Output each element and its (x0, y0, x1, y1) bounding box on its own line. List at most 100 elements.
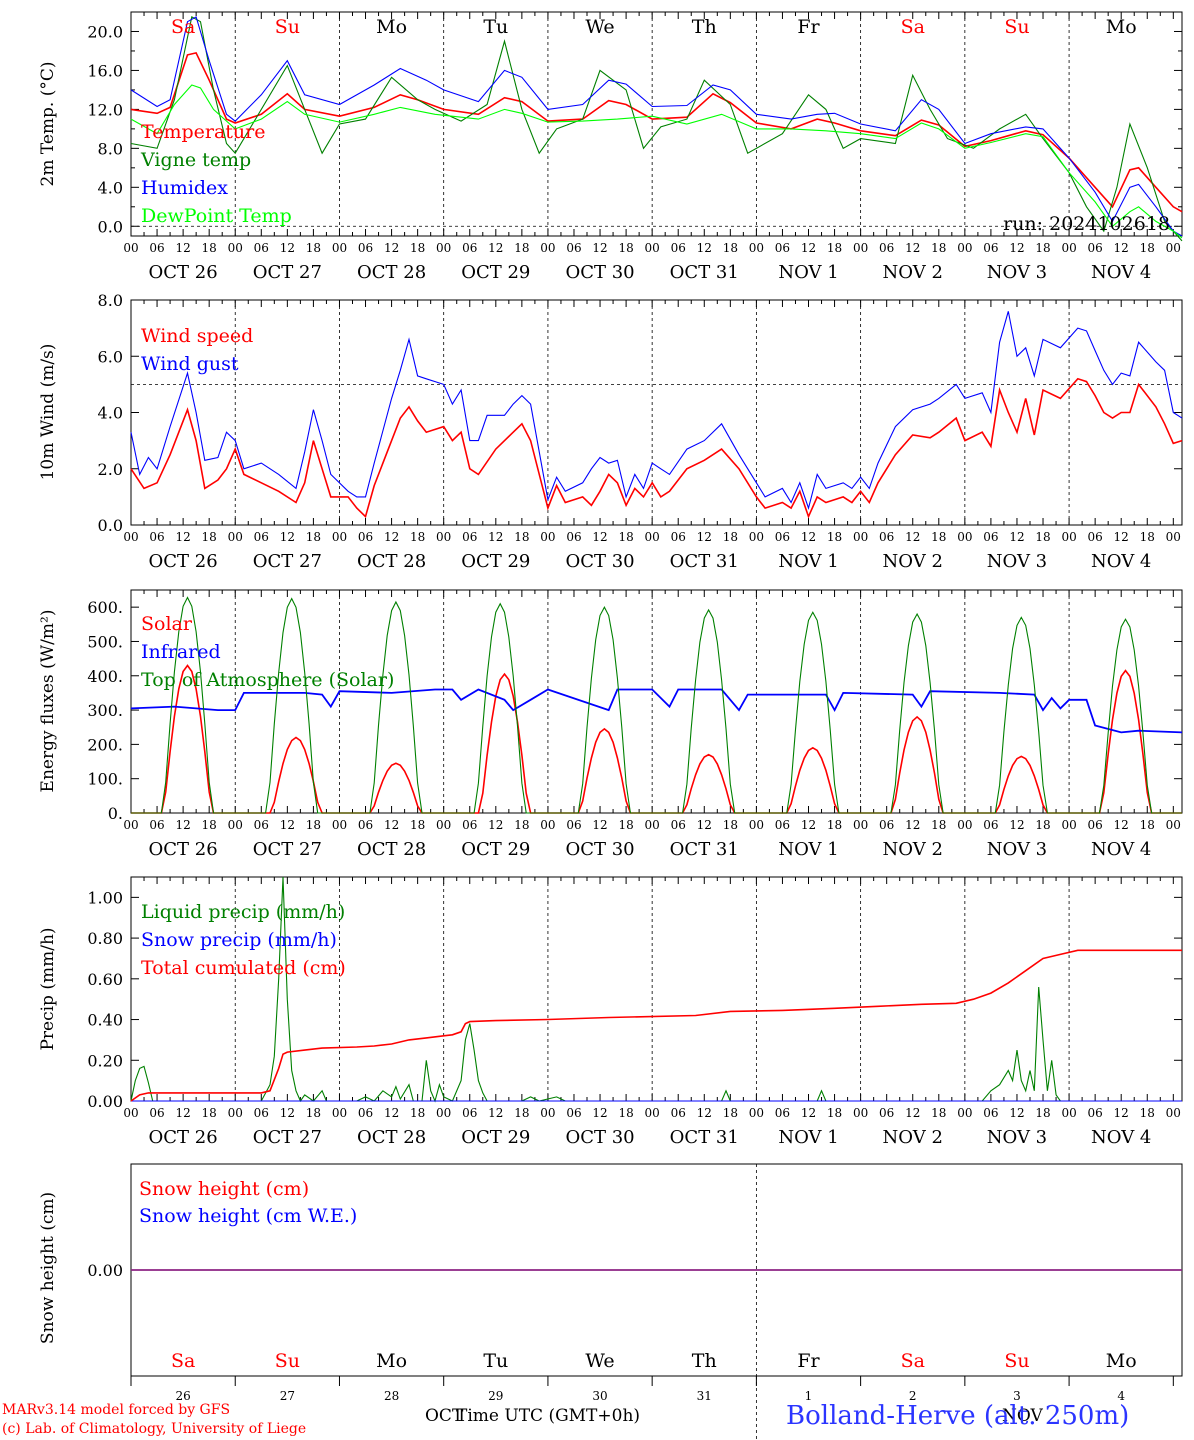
day-name-top: Sa (171, 16, 195, 38)
hour-tick-label: 18 (410, 241, 425, 255)
y-axis-label: Snow height (cm) (38, 1192, 58, 1344)
date-label: NOV 3 (987, 839, 1047, 860)
hour-tick-label: 12 (280, 1106, 295, 1120)
hour-tick-label: 06 (462, 241, 477, 255)
hour-tick-label: 12 (175, 818, 190, 832)
run-label: run: 2024102618 (1003, 213, 1170, 235)
hour-tick-label: 06 (671, 530, 686, 544)
y-tick-label: 4.0 (98, 178, 123, 197)
legend-entry: Top of Atmosphere (Solar) (141, 669, 394, 691)
hour-tick-label: 00 (540, 818, 555, 832)
day-name-top: Su (275, 16, 300, 38)
hour-tick-label: 18 (202, 1106, 217, 1120)
hour-tick-label: 06 (1087, 530, 1102, 544)
hour-tick-label: 00 (957, 530, 972, 544)
hour-tick-label: 06 (462, 530, 477, 544)
y-tick-label: 0. (108, 804, 123, 823)
hour-tick-label: 18 (514, 241, 529, 255)
hour-tick-label: 12 (697, 530, 712, 544)
date-label: NOV 2 (883, 1127, 943, 1148)
hour-tick-label: 06 (879, 241, 894, 255)
hour-tick-label: 00 (540, 241, 555, 255)
date-label: OCT 27 (253, 839, 322, 860)
hour-tick-label: 18 (514, 1106, 529, 1120)
hour-tick-label: 06 (358, 818, 373, 832)
legend-entry: Snow precip (mm/h) (141, 929, 337, 951)
hour-tick-label: 12 (488, 241, 503, 255)
hour-tick-label: 18 (827, 241, 842, 255)
hour-tick-label: 06 (775, 1106, 790, 1120)
hour-tick-label: 00 (332, 1106, 347, 1120)
series-line-dewpoint-temp (130, 84, 1183, 239)
hour-tick-label: 12 (488, 530, 503, 544)
day-name-bottom: Mo (1106, 1350, 1137, 1372)
hour-tick-label: 06 (566, 1106, 581, 1120)
y-tick-label: 100. (87, 770, 123, 789)
date-label: OCT 27 (253, 1127, 322, 1148)
footer-month-right: NOV (1002, 1406, 1043, 1426)
hour-tick-label: 06 (983, 241, 998, 255)
hour-tick-label: 06 (254, 530, 269, 544)
hour-tick-label: 12 (384, 530, 399, 544)
day-number: 4 (1117, 1389, 1125, 1403)
date-label: OCT 31 (670, 839, 739, 860)
day-name-top: Tu (483, 16, 508, 38)
y-axis-label: 10m Wind (m/s) (38, 344, 58, 481)
hour-tick-label: 00 (957, 241, 972, 255)
date-label: NOV 4 (1091, 839, 1151, 860)
day-name-bottom: Th (692, 1350, 717, 1372)
hour-tick-label: 12 (384, 818, 399, 832)
y-tick-label: 8.0 (98, 291, 123, 310)
y-tick-label: 0.60 (87, 970, 123, 989)
date-label: NOV 1 (778, 551, 838, 572)
hour-tick-label: 00 (436, 241, 451, 255)
date-label: NOV 3 (987, 551, 1047, 572)
hour-tick-label: 00 (436, 1106, 451, 1120)
date-label: OCT 28 (357, 551, 426, 572)
day-name-top: We (585, 16, 614, 38)
date-label: OCT 29 (461, 551, 530, 572)
y-tick-label: 300. (87, 701, 123, 720)
hour-tick-label: 18 (723, 530, 738, 544)
legend-entry: Liquid precip (mm/h) (141, 901, 345, 923)
day-name-bottom: We (585, 1350, 614, 1372)
y-tick-label: 0.0 (98, 516, 123, 535)
hour-tick-label: 00 (957, 818, 972, 832)
hour-tick-label: 18 (723, 241, 738, 255)
hour-tick-label: 00 (749, 241, 764, 255)
date-label: NOV 1 (778, 262, 838, 283)
date-label: NOV 4 (1091, 551, 1151, 572)
hour-tick-label: 06 (671, 241, 686, 255)
hour-tick-label: 18 (618, 1106, 633, 1120)
hour-tick-label: 12 (280, 530, 295, 544)
hour-tick-label: 18 (827, 530, 842, 544)
legend-entry: Humidex (141, 177, 228, 199)
legend-entry: Solar (141, 613, 193, 635)
hour-tick-label: 18 (723, 818, 738, 832)
hour-tick-label: 12 (1114, 530, 1129, 544)
hour-tick-label: 12 (697, 818, 712, 832)
footer-model: MARv3.14 model forced by GFS (2, 1402, 231, 1418)
hour-tick-label: 18 (931, 530, 946, 544)
day-number: 29 (488, 1389, 503, 1403)
hour-tick-label: 06 (1087, 1106, 1102, 1120)
hour-tick-label: 12 (1114, 818, 1129, 832)
hour-tick-label: 18 (618, 530, 633, 544)
hour-tick-label: 18 (827, 1106, 842, 1120)
date-label: OCT 28 (357, 1127, 426, 1148)
hour-tick-label: 06 (983, 530, 998, 544)
hour-tick-label: 12 (1009, 530, 1024, 544)
hour-tick-label: 00 (228, 530, 243, 544)
day-name-top: Mo (1106, 16, 1137, 38)
hour-tick-label: 00 (228, 241, 243, 255)
date-label: OCT 26 (149, 1127, 218, 1148)
hour-tick-label: 18 (306, 530, 321, 544)
hour-tick-label: 00 (853, 818, 868, 832)
hour-tick-label: 18 (827, 818, 842, 832)
y-tick-label: 500. (87, 632, 123, 651)
hour-tick-label: 06 (358, 241, 373, 255)
hour-tick-label: 00 (540, 530, 555, 544)
legend-entry: Vigne temp (140, 149, 251, 171)
date-label: OCT 31 (670, 262, 739, 283)
